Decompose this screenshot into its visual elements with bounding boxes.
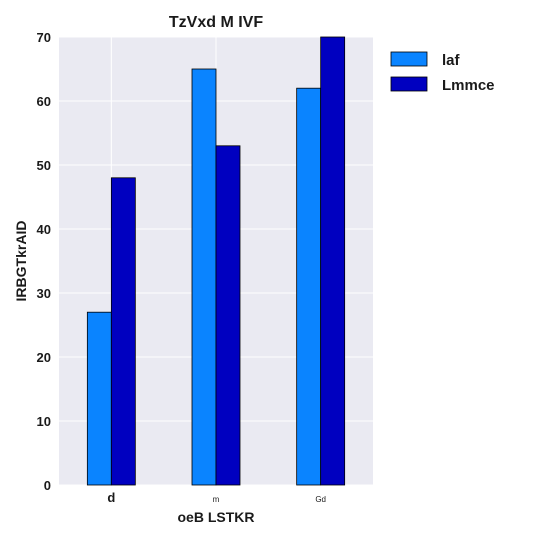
y-tick-label: 40: [37, 222, 51, 237]
legend-swatch-lmmce: [390, 76, 428, 92]
y-axis-label: IRBGTkrAID: [13, 221, 29, 302]
y-tick-labels: 0 10 20 30 40 50 60 70: [37, 30, 51, 493]
bars: [86, 36, 346, 486]
bar-lmmce-m: [215, 145, 241, 486]
chart-title: TzVxd M IVF: [169, 14, 263, 31]
y-tick-label: 50: [37, 158, 51, 173]
x-tick-labels: d m Gd: [107, 490, 326, 505]
bar-lmmce-d: [110, 177, 136, 486]
bar-lmmce-gd: [320, 36, 346, 486]
y-tick-label: 60: [37, 94, 51, 109]
y-tick-label: 10: [37, 414, 51, 429]
legend: laf Lmmce: [390, 51, 495, 94]
bar-laf-gd: [296, 87, 322, 486]
y-tick-label: 20: [37, 350, 51, 365]
legend-label-laf: laf: [442, 52, 461, 69]
bar-laf-d: [86, 311, 112, 486]
y-tick-label: 70: [37, 30, 51, 45]
legend-label-lmmce: Lmmce: [442, 77, 495, 94]
x-axis-label: oeB LSTKR: [178, 509, 255, 525]
y-tick-label: 30: [37, 286, 51, 301]
legend-swatch-laf: [390, 51, 428, 67]
y-tick-label: 0: [44, 478, 51, 493]
x-tick-label: d: [107, 490, 115, 505]
x-tick-label: Gd: [315, 495, 326, 504]
bar-laf-m: [191, 68, 217, 486]
x-tick-label: m: [213, 495, 220, 504]
